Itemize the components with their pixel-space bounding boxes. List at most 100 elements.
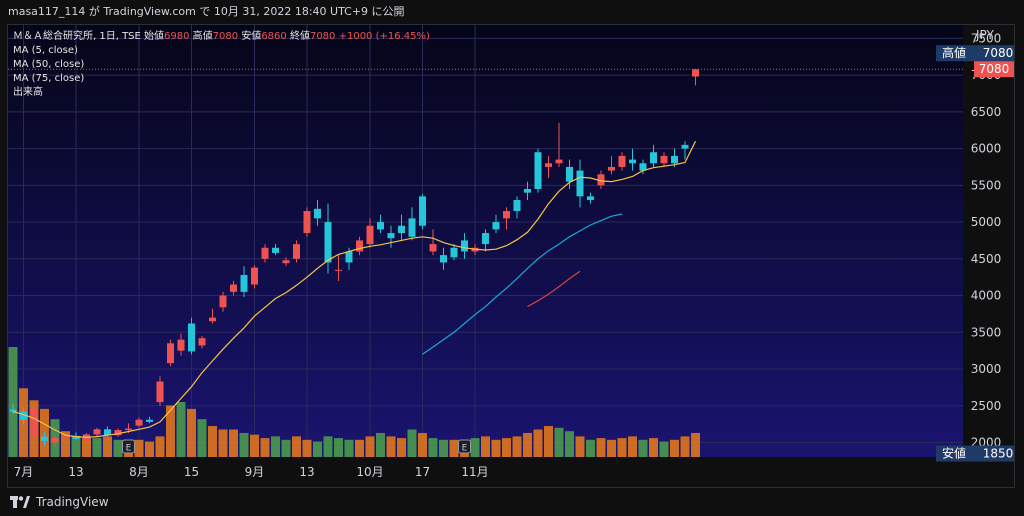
legend-title: Ｍ＆Ａ総合研究所, 1日, TSE — [13, 29, 144, 42]
attribution-text: masa117_114 が TradingView.com で 10月 31, … — [8, 5, 405, 18]
footer-bar: TradingView — [0, 488, 1024, 516]
legend-ohlc-label: 終値 — [290, 29, 310, 42]
candle-body — [608, 166, 615, 171]
price-tick-label: 5500 — [971, 178, 1002, 192]
volume-bar — [628, 436, 637, 457]
candle-body — [398, 225, 405, 234]
candle-body — [618, 155, 626, 167]
time-tick-label: 11月 — [461, 465, 488, 479]
tradingview-icon — [10, 496, 30, 508]
candle-body — [188, 323, 195, 352]
volume-bar — [197, 419, 207, 457]
legend-ohlc-label: 始値 — [144, 29, 164, 42]
candle-body — [692, 69, 699, 77]
candle-body — [629, 159, 636, 164]
volume-bar — [292, 436, 301, 457]
candle-body — [198, 338, 206, 346]
candle-body — [230, 284, 237, 292]
volume-bar — [281, 439, 291, 457]
time-tick-label: 8月 — [129, 465, 149, 479]
candle-body — [650, 152, 657, 164]
tradingview-logo[interactable]: TradingView — [10, 488, 109, 516]
candle-body — [314, 208, 321, 219]
volume-bar — [439, 439, 448, 457]
volume-bar — [302, 439, 312, 457]
volume-bar — [586, 439, 595, 457]
high-label-name: 高値 — [942, 45, 966, 60]
volume-bar — [376, 432, 385, 457]
candle-body — [639, 163, 647, 171]
legend-ohlc-value: 7080 — [310, 31, 339, 42]
candle-body — [282, 260, 290, 264]
candle-body — [335, 269, 342, 271]
volume-bar — [397, 438, 406, 457]
candle-body — [513, 200, 521, 212]
currency-label: JPY — [975, 28, 995, 42]
candle-body — [219, 295, 227, 308]
volume-bar — [523, 432, 532, 457]
volume-bar — [313, 441, 322, 457]
volume-bar — [103, 436, 112, 457]
candle-body — [387, 233, 395, 239]
volume-bar — [323, 436, 333, 457]
volume-bar — [166, 405, 175, 457]
volume-bar — [565, 431, 574, 457]
candle-body — [177, 339, 185, 351]
volume-bar — [155, 436, 165, 457]
volume-bar — [71, 436, 81, 457]
volume-bar — [638, 439, 648, 457]
volume-bar — [8, 347, 18, 457]
volume-bar — [113, 439, 123, 457]
volume-bar — [61, 431, 70, 457]
time-axis-labels: 7月 13 8月 15 9月 13 10月 17 11月 — [14, 465, 489, 479]
time-axis[interactable] — [8, 457, 963, 487]
volume-bar — [533, 429, 543, 457]
candle-body — [429, 244, 437, 252]
price-axis-labels: 2000250030003500400045005000550060006500… — [971, 31, 1002, 449]
time-tick-label: 9月 — [245, 465, 265, 479]
candle-body — [524, 188, 531, 193]
ma50-line — [422, 213, 623, 355]
candle-body — [51, 438, 59, 443]
attribution-bar: masa117_114 が TradingView.com で 10月 31, … — [0, 0, 1024, 24]
volume-bar — [659, 441, 669, 457]
volume-bar — [386, 436, 396, 457]
volume-bar — [145, 441, 154, 457]
volume-bar — [575, 436, 585, 457]
candle-body — [419, 196, 426, 226]
candle-body — [377, 222, 384, 230]
volume-bar — [544, 426, 553, 457]
candle-body — [366, 225, 374, 245]
candle-body — [104, 429, 111, 436]
candle-body — [156, 381, 164, 403]
volume-bar — [355, 439, 364, 457]
volume-bar — [470, 438, 480, 457]
price-tick-label: 4500 — [971, 252, 1002, 266]
candle-body — [240, 274, 248, 292]
price-tick-label: 6000 — [971, 142, 1002, 156]
volume-bar — [491, 439, 501, 457]
volume-bar — [554, 427, 564, 457]
volume-bar — [512, 436, 522, 457]
legend-ohlc-value: 7080 — [213, 31, 242, 42]
volume-bar — [344, 439, 354, 457]
price-axis[interactable] — [963, 25, 1014, 487]
candle-body — [440, 255, 447, 263]
volume-bar — [607, 439, 616, 457]
candle-body — [461, 240, 468, 252]
volume-bar — [334, 438, 343, 457]
volume-bar — [250, 434, 259, 457]
time-tick-label: 13 — [68, 465, 83, 479]
price-labels: 高値 7080 7080 安値 1850 — [8, 45, 1014, 462]
candle-body — [356, 240, 363, 252]
time-tick-label: 7月 — [14, 465, 34, 479]
candle-body — [293, 244, 300, 259]
legend-indicator: MA (5, close) — [13, 45, 78, 56]
earnings-marker — [458, 439, 471, 454]
ma75-line — [527, 270, 581, 308]
volume-bar — [649, 438, 658, 457]
candle-body — [146, 419, 153, 422]
